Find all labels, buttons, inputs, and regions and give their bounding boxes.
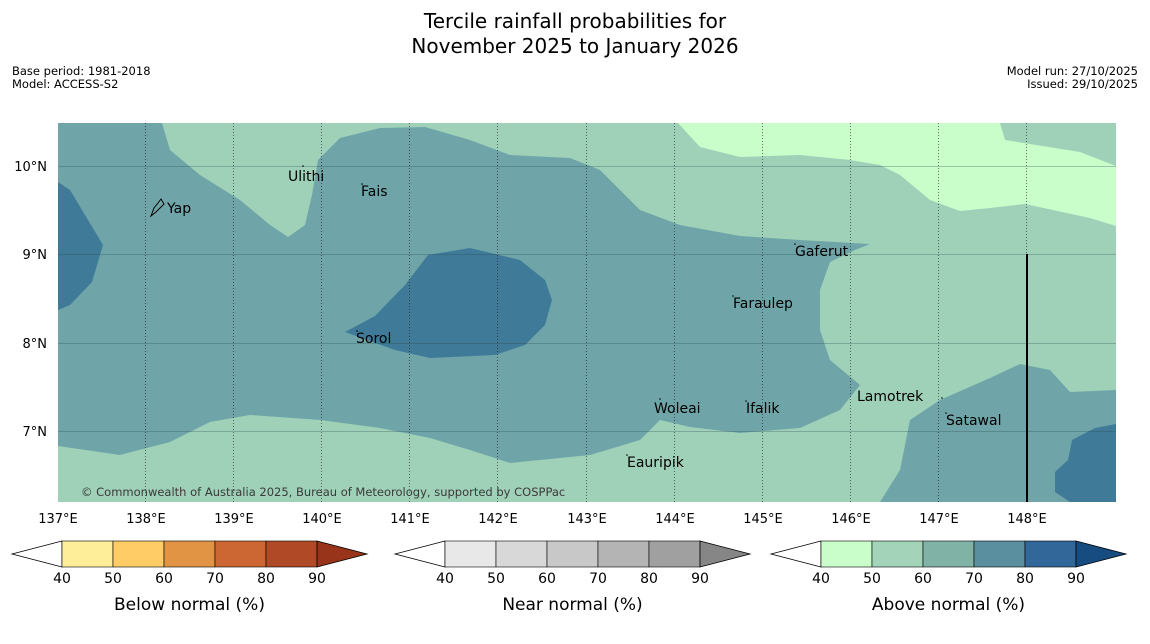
- lon-label-148e: 148°E: [1007, 512, 1047, 527]
- lon-label-137e: 137°E: [38, 512, 78, 527]
- legend-segment: [495, 540, 548, 568]
- latitude-labels: 10°N 9°N 8°N 7°N: [14, 160, 47, 440]
- legend-segment: [973, 540, 1026, 568]
- legend-tick-label: 80: [640, 571, 658, 587]
- contour-above-70-80-southeast: [1055, 424, 1116, 502]
- legend-extend-high: [699, 540, 752, 568]
- lat-label-8n: 8°N: [23, 337, 48, 352]
- place-label-yap: Yap: [166, 201, 191, 217]
- place-label-gaferut: Gaferut: [795, 244, 849, 260]
- legend-tick-label: 90: [691, 571, 709, 587]
- lon-label-141e: 141°E: [390, 512, 430, 527]
- lon-label-145e: 145°E: [743, 512, 783, 527]
- legend-tick-label: 40: [812, 571, 830, 587]
- lon-label-146e: 146°E: [831, 512, 871, 527]
- lon-label-143e: 143°E: [567, 512, 607, 527]
- place-label-satawal: Satawal: [946, 413, 1001, 429]
- model-run: Model run: 27/10/2025: [1006, 64, 1138, 78]
- model-name: Model: ACCESS-S2: [12, 77, 119, 91]
- legend-segment: [820, 540, 873, 568]
- legend-segment: [444, 540, 497, 568]
- legend-segment: [112, 540, 165, 568]
- legend-tick-label: 50: [863, 571, 881, 587]
- lat-label-7n: 7°N: [23, 425, 48, 440]
- legend-segment: [597, 540, 650, 568]
- legend-segment: [648, 540, 701, 568]
- place-label-woleai: Woleai: [654, 401, 701, 417]
- legend-tick-label: 90: [1067, 571, 1085, 587]
- island-markers: [302, 165, 947, 456]
- place-label-sorol: Sorol: [356, 331, 391, 347]
- legend-segment: [1024, 540, 1077, 568]
- title-line-2: November 2025 to January 2026: [411, 34, 739, 58]
- legends: 40 50 60 70 80 90 Below normal (%) 40 50 60 70 80 90…: [10, 540, 1128, 615]
- legend-tick-label: 70: [965, 571, 983, 587]
- legend-tick-label: 50: [104, 571, 122, 587]
- legend-segment: [61, 540, 114, 568]
- legend-title: Below normal (%): [114, 595, 265, 615]
- legend-tick-label: 70: [206, 571, 224, 587]
- lat-label-9n: 9°N: [23, 248, 48, 263]
- yap-island-shape: [149, 198, 165, 218]
- legend-tick-label: 80: [257, 571, 275, 587]
- legend-title: Near normal (%): [502, 595, 642, 615]
- legend-extend-low: [769, 540, 822, 568]
- legend-tick-label: 80: [1016, 571, 1034, 587]
- legend-segment: [214, 540, 267, 568]
- legend-segment: [871, 540, 924, 568]
- legend-tick-label: 60: [538, 571, 556, 587]
- lon-label-144e: 144°E: [655, 512, 695, 527]
- place-label-faraulep: Faraulep: [733, 296, 793, 312]
- lat-label-10n: 10°N: [14, 160, 47, 175]
- base-period: Base period: 1981-2018: [12, 64, 151, 78]
- issued-date: Issued: 29/10/2025: [1027, 77, 1138, 91]
- legend-tick-label: 40: [436, 571, 454, 587]
- legend-tick-label: 90: [308, 571, 326, 587]
- legend-extend-low: [393, 540, 446, 568]
- legend-below-normal: 40 50 60 70 80 90 Below normal (%): [10, 540, 369, 615]
- legend-extend-high: [316, 540, 369, 568]
- place-label-lamotrek: Lamotrek: [857, 389, 924, 405]
- legend-tick-label: 70: [589, 571, 607, 587]
- lon-label-142e: 142°E: [478, 512, 518, 527]
- legend-near-normal: 40 50 60 70 80 90 Near normal (%): [393, 540, 752, 615]
- contour-above-40-50: [678, 123, 1116, 226]
- legend-extend-high: [1075, 540, 1128, 568]
- legend-tick-label: 50: [487, 571, 505, 587]
- longitude-labels: 137°E 138°E 139°E 140°E 141°E 142°E 143°…: [38, 512, 1047, 527]
- legend-title: Above normal (%): [872, 595, 1025, 615]
- legend-tick-label: 60: [155, 571, 173, 587]
- place-label-eauripik: Eauripik: [627, 455, 685, 471]
- contour-above-70-80-central: [345, 248, 552, 358]
- place-label-fais: Fais: [361, 184, 388, 200]
- lon-label-139e: 139°E: [214, 512, 254, 527]
- copyright-notice: © Commonwealth of Australia 2025, Bureau…: [81, 485, 565, 499]
- lon-label-140e: 140°E: [302, 512, 342, 527]
- legend-segment: [163, 540, 216, 568]
- lon-label-147e: 147°E: [919, 512, 959, 527]
- legend-tick-label: 60: [914, 571, 932, 587]
- legend-segment: [922, 540, 975, 568]
- meta-right: Model run: 27/10/2025 Issued: 29/10/2025: [1007, 65, 1138, 91]
- meta-left: Base period: 1981-2018 Model: ACCESS-S2: [12, 65, 151, 91]
- legend-extend-low: [10, 540, 63, 568]
- map-title: Tercile rainfall probabilities for Novem…: [0, 9, 1150, 59]
- probability-contours: Yap Ulithi Fais Gaferut Faraulep Sorol L…: [58, 123, 1116, 502]
- contour-above-70-80-west: [58, 182, 103, 310]
- legend-segment: [546, 540, 599, 568]
- legend-tick-label: 40: [53, 571, 71, 587]
- legend-segment: [265, 540, 318, 568]
- place-label-ulithi: Ulithi: [288, 169, 324, 185]
- contour-above-60-70-southeast: [880, 364, 1116, 502]
- title-line-1: Tercile rainfall probabilities for: [423, 9, 727, 33]
- lon-label-138e: 138°E: [126, 512, 166, 527]
- legend-above-normal: 40 50 60 70 80 90 Above normal (%): [769, 540, 1128, 615]
- place-label-ifalik: Ifalik: [746, 401, 780, 417]
